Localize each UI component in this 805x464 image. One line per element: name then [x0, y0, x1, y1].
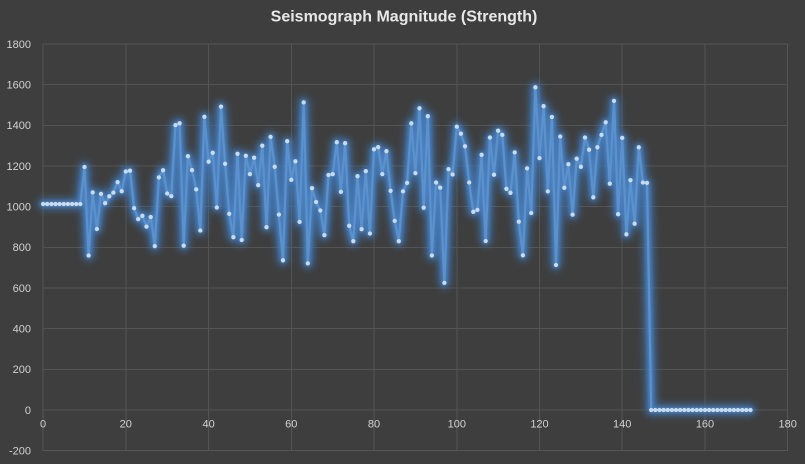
- svg-text:600: 600: [13, 283, 31, 295]
- svg-text:80: 80: [368, 419, 380, 431]
- svg-text:1000: 1000: [7, 202, 31, 214]
- svg-text:40: 40: [202, 419, 214, 431]
- svg-text:60: 60: [285, 419, 297, 431]
- svg-text:20: 20: [120, 419, 132, 431]
- svg-text:1800: 1800: [7, 39, 31, 51]
- svg-text:800: 800: [13, 242, 31, 254]
- svg-text:1400: 1400: [7, 120, 31, 132]
- svg-text:0: 0: [25, 405, 31, 417]
- svg-text:120: 120: [530, 419, 548, 431]
- svg-text:100: 100: [448, 419, 466, 431]
- svg-text:180: 180: [779, 419, 797, 431]
- svg-text:1200: 1200: [7, 161, 31, 173]
- svg-text:0: 0: [40, 419, 46, 431]
- svg-text:160: 160: [696, 419, 714, 431]
- svg-text:140: 140: [613, 419, 631, 431]
- svg-text:1600: 1600: [7, 80, 31, 92]
- svg-text:200: 200: [13, 364, 31, 376]
- svg-text:-200: -200: [9, 446, 31, 458]
- svg-text:Seismograph Magnitude (Strengt: Seismograph Magnitude (Strength): [271, 9, 538, 26]
- svg-text:400: 400: [13, 324, 31, 336]
